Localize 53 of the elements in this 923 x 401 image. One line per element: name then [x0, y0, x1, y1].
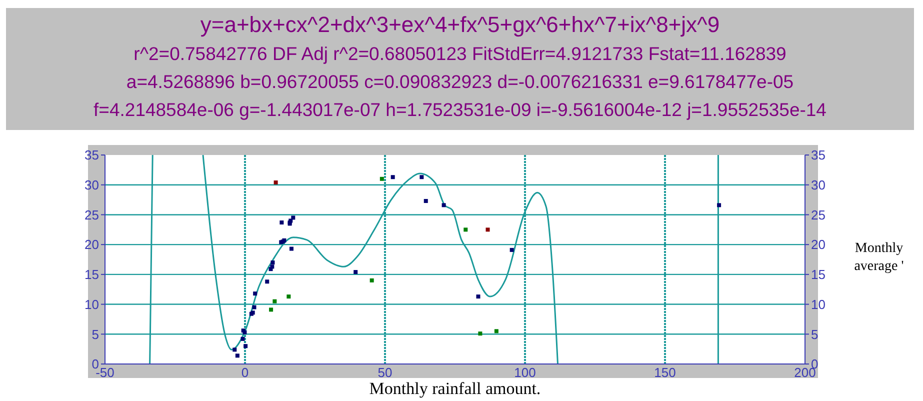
y-tick-label: 30: [84, 177, 99, 192]
point: [464, 228, 468, 232]
y2-axis-title: Monthly average ': [853, 240, 905, 276]
y2-tick-label: 25: [811, 207, 826, 222]
y2-tick-label: 5: [811, 326, 818, 342]
point: [717, 203, 722, 208]
point: [354, 270, 358, 274]
point: [253, 292, 258, 296]
point: [272, 299, 277, 304]
y-tick-label: 35: [84, 148, 99, 163]
point: [270, 264, 274, 269]
point: [232, 348, 237, 352]
y-tick-label: 10: [84, 296, 99, 312]
x-tick-label: 100: [514, 365, 536, 380]
y-tick-label: 25: [84, 207, 99, 222]
chart-title: y=a+bx+cx^2+dx^3+ex^4+fx^5+gx^6+hx^7+ix^8+jx^9: [199, 11, 721, 39]
y2-tick-label: 10: [811, 296, 826, 312]
x-axis-title: Monthly rainfall amount.: [368, 379, 542, 399]
point: [252, 305, 256, 310]
text: a=4.5268896 b=0.96720055 c=0.090832923 d=-0.0076216331 e=9.6178477e-05: [125, 70, 795, 94]
point: [424, 198, 428, 203]
point: [291, 216, 296, 220]
y2-tick-label: 30: [811, 177, 826, 192]
y2-tick-label: 15: [811, 267, 826, 282]
point: [269, 308, 274, 312]
point: [286, 294, 291, 299]
y-tick-label: 20: [84, 237, 99, 252]
point: [280, 220, 284, 224]
point: [289, 246, 294, 251]
point: [442, 203, 446, 208]
text: f=4.2148584e-06 g=-1.443017e-07 h=1.7523531e-09 i=-9.5616004e-12 j=1.9552535e-14: [92, 98, 828, 122]
x-tick-label: 0: [241, 365, 249, 380]
x-tick-label: 150: [654, 365, 676, 380]
point: [244, 344, 248, 348]
chart-subtitle: r^2=0.75842776 DF Adj r^2=0.68050123 FitStdErr=4.9121733 Fstat=11.162839: [132, 42, 788, 66]
point: [390, 175, 395, 180]
point: [370, 278, 374, 282]
point: [476, 294, 480, 299]
y-tick-label: 15: [84, 267, 99, 282]
point: [486, 228, 490, 232]
point: [420, 175, 424, 180]
point: [265, 280, 270, 284]
point: [380, 176, 384, 181]
point: [494, 329, 498, 334]
point: [235, 354, 240, 358]
point: [270, 260, 275, 264]
point: [274, 180, 278, 184]
x-tick-label: 50: [378, 365, 392, 380]
point: [510, 248, 514, 252]
y-tick-label: 5: [92, 326, 99, 342]
point: [240, 336, 245, 341]
y2-tick-label: 35: [811, 148, 826, 163]
y2-tick-label: 20: [811, 237, 826, 252]
